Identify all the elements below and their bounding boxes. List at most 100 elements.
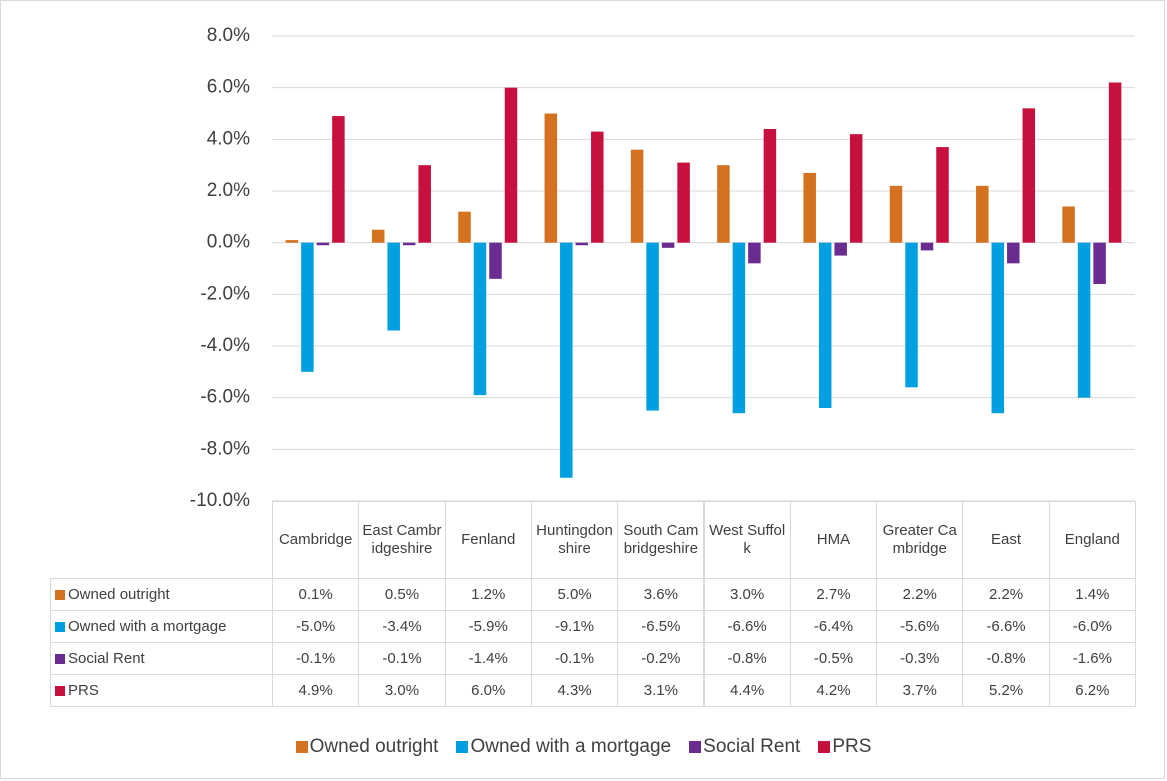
bar <box>630 149 644 243</box>
table-row-label: Owned with a mortgage <box>50 610 273 643</box>
legend-key <box>456 741 469 753</box>
table-cell: 4.3% <box>530 674 619 707</box>
legend-label: Owned with a mortgage <box>470 736 672 757</box>
bar <box>677 162 690 243</box>
bar <box>591 131 604 243</box>
legend-label: PRS <box>832 736 872 757</box>
table-cell: -5.6% <box>876 610 964 643</box>
table-cell: 5.2% <box>962 674 1050 707</box>
table-cell: 2.7% <box>789 578 878 611</box>
table-cell: -0.1% <box>530 642 619 675</box>
series-name: Owned with a mortgage <box>68 617 227 635</box>
table-row-label: PRS <box>50 674 273 707</box>
bar <box>748 242 761 264</box>
bar <box>371 229 385 243</box>
table-cell: -0.8% <box>962 642 1050 675</box>
legend-label: Owned outright <box>309 736 439 757</box>
table-cell: 3.6% <box>617 578 705 611</box>
table-cell: 4.2% <box>789 674 878 707</box>
y-tick-label: 6.0% <box>207 77 250 98</box>
table-header: Fenland <box>444 501 532 579</box>
bar <box>1077 242 1091 398</box>
table-cell: -0.1% <box>272 642 360 675</box>
bar <box>920 242 934 251</box>
bar <box>976 185 989 243</box>
bar <box>489 242 502 279</box>
table-cell: -3.4% <box>358 610 446 643</box>
bar <box>717 165 730 243</box>
table-header: England <box>1048 501 1136 579</box>
bar <box>473 242 487 396</box>
legend-key <box>55 653 65 664</box>
table-cell: 4.9% <box>272 674 360 707</box>
bar <box>332 116 345 243</box>
bar <box>316 242 330 246</box>
table-cell: 3.1% <box>617 674 705 707</box>
bar <box>418 165 431 243</box>
legend-key <box>295 741 308 753</box>
bar <box>560 242 573 478</box>
bar <box>285 240 299 243</box>
table-cell: -0.1% <box>358 642 446 675</box>
bar <box>803 172 816 243</box>
bar <box>732 242 746 414</box>
bar <box>1022 108 1036 243</box>
series-name: Owned outright <box>68 585 170 603</box>
bar <box>991 242 1005 414</box>
table-cell: 3.7% <box>876 674 964 707</box>
table-header: South Cambridgeshire <box>617 501 705 579</box>
y-tick-label: 8.0% <box>207 25 250 46</box>
table-cell: -5.0% <box>272 610 360 643</box>
legend-label: Social Rent <box>703 736 801 757</box>
legend-key <box>55 589 65 600</box>
bar <box>763 129 777 243</box>
table-cell: 1.4% <box>1048 578 1136 611</box>
table-cell: 2.2% <box>962 578 1050 611</box>
bar <box>458 211 471 243</box>
legend-key <box>689 741 702 753</box>
bar <box>575 242 589 246</box>
legend-key <box>818 741 831 753</box>
table-cell: -6.6% <box>703 610 791 643</box>
table-cell: 0.5% <box>358 578 446 611</box>
bar <box>1108 82 1122 243</box>
table-cell: -0.5% <box>789 642 878 675</box>
bar <box>1062 206 1075 243</box>
y-tick-label: -8.0% <box>200 438 250 459</box>
table-header: East <box>962 501 1050 579</box>
y-tick-label: 2.0% <box>207 180 250 201</box>
table-header: Cambridge <box>272 501 360 579</box>
legend-item: PRS <box>818 736 871 758</box>
bar <box>661 242 675 248</box>
table-header: West Suffolk <box>703 501 791 579</box>
table-cell: -6.5% <box>617 610 705 643</box>
y-tick-label: 0.0% <box>207 232 250 253</box>
table-header: Huntingdonshire <box>530 501 619 579</box>
table-cell: -6.4% <box>789 610 878 643</box>
table-cell: 6.0% <box>444 674 532 707</box>
y-tick-label: -2.0% <box>200 283 250 304</box>
bar <box>1093 242 1106 284</box>
table-row-label: Owned outright <box>50 578 273 611</box>
table-cell: -5.9% <box>444 610 532 643</box>
table-cell: 0.1% <box>272 578 360 611</box>
table-row-label: Social Rent <box>50 642 273 675</box>
y-tick-label: -6.0% <box>200 387 250 408</box>
bar <box>402 242 416 246</box>
bar <box>889 185 903 243</box>
y-tick-label: -4.0% <box>200 335 250 356</box>
table-cell: 1.2% <box>444 578 532 611</box>
bar <box>387 242 400 331</box>
table-cell: 2.2% <box>876 578 964 611</box>
series-name: Social Rent <box>68 649 145 667</box>
legend-item: Social Rent <box>689 736 800 758</box>
bar <box>936 147 949 243</box>
table-cell: 3.0% <box>358 674 446 707</box>
y-tick-label: -10.0% <box>190 490 250 511</box>
legend-item: Owned outright <box>295 736 439 758</box>
table-cell: 3.0% <box>703 578 791 611</box>
table-cell: -0.3% <box>876 642 964 675</box>
